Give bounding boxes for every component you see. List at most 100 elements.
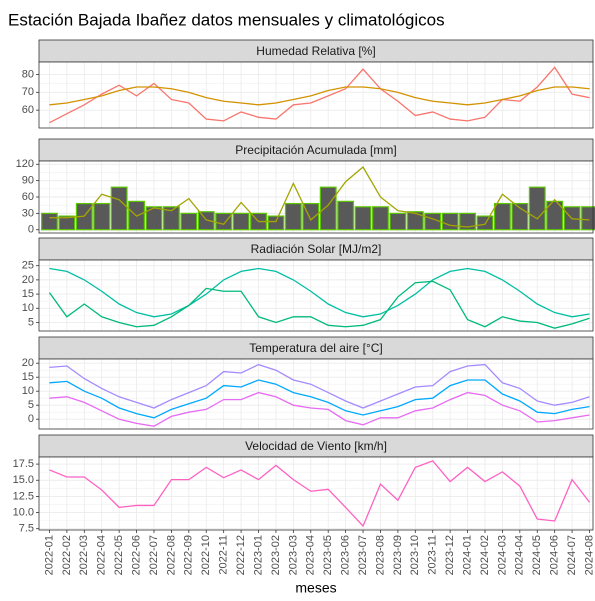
bar (302, 202, 320, 231)
y-tick-label: 20 (22, 357, 34, 369)
y-tick-label: 60 (22, 191, 34, 203)
y-tick-label: 12.5 (13, 490, 34, 502)
y-tick-label: 10 (22, 302, 34, 314)
bar (284, 202, 302, 231)
x-tick-label: 2024-02 (479, 535, 491, 575)
panel (39, 62, 593, 128)
bar (581, 206, 595, 231)
bar (459, 212, 477, 231)
panel-border (38, 456, 594, 531)
bar (476, 215, 494, 231)
panel-border (38, 358, 594, 430)
y-tick-label: 15 (22, 288, 34, 300)
bar (162, 206, 180, 231)
line (49, 379, 590, 419)
y-tick-label: 20 (22, 274, 34, 286)
x-tick-label: 2023-09 (392, 535, 404, 575)
bar (232, 212, 250, 231)
bar (58, 215, 76, 231)
bar (337, 200, 355, 231)
bar (215, 212, 233, 231)
x-tick-label: 2022-01 (43, 535, 55, 575)
x-tick-label: 2023-02 (270, 535, 282, 575)
x-tick-label: 2022-06 (130, 535, 142, 575)
chart-title: Estación Bajada Ibañez datos mensuales y… (8, 10, 445, 29)
y-tick-label: 17.5 (13, 458, 34, 470)
panel-border (38, 160, 594, 234)
line (48, 280, 590, 329)
y-tick-label: 15 (22, 371, 34, 383)
x-tick-label: 2024-05 (531, 535, 543, 575)
x-tick-label: 2023-03 (287, 535, 299, 575)
strip-label: Precipitación Acumulada [mm] (235, 143, 396, 157)
y-tick-label: 10.0 (13, 506, 34, 518)
y-tick-label: 10 (22, 385, 34, 397)
strip-label: Humedad Relativa [%] (256, 44, 375, 58)
x-tick-label: 2023-01 (252, 535, 264, 575)
bar (145, 206, 163, 231)
x-tick-label: 2024-06 (549, 535, 561, 575)
x-tick-label: 2022-09 (183, 535, 195, 575)
y-tick-label: 5 (28, 316, 34, 328)
x-tick-label: 2023-05 (322, 535, 334, 575)
x-tick-label: 2023-10 (409, 535, 421, 575)
x-tick-label: 2024-08 (583, 535, 595, 575)
bar (528, 186, 546, 231)
strip-label: Temperatura del aire [°C] (249, 341, 383, 355)
line (49, 66, 590, 124)
y-tick-label: 60 (22, 104, 34, 116)
bar (180, 212, 198, 231)
x-tick-label: 2023-11 (427, 535, 439, 575)
strip-label: Velocidad de Viento [km/h] (245, 439, 387, 453)
x-tick-label: 2022-11 (218, 535, 230, 575)
bar (93, 202, 111, 231)
y-tick-label: 70 (22, 86, 34, 98)
bar (41, 212, 58, 231)
x-tick-label: 2023-12 (444, 535, 456, 575)
line (49, 166, 590, 228)
x-tick-label: 2023-08 (374, 535, 386, 575)
y-tick-label: 120 (16, 158, 34, 170)
y-tick-label: 0 (28, 413, 34, 425)
x-tick-label: 2022-08 (165, 535, 177, 575)
line (49, 391, 590, 427)
x-tick-label: 2024-07 (566, 535, 578, 575)
y-tick-label: 15.0 (13, 474, 34, 486)
y-tick-label: 30 (22, 207, 34, 219)
x-tick-label: 2022-02 (61, 535, 73, 575)
x-tick-label: 2022-04 (96, 535, 108, 575)
bar (493, 202, 511, 231)
panel (39, 359, 593, 429)
line (49, 86, 590, 106)
bar (406, 211, 424, 231)
panel-border (38, 61, 594, 129)
bar (546, 200, 564, 231)
line (49, 460, 591, 528)
bar (267, 215, 285, 231)
y-tick-label: 90 (22, 175, 34, 187)
x-tick-label: 2022-03 (78, 535, 90, 575)
x-tick-label: 2022-05 (113, 535, 125, 575)
bar (354, 206, 372, 231)
y-tick-label: 7.5 (19, 523, 34, 535)
bar (441, 212, 459, 231)
x-tick-label: 2022-10 (200, 535, 212, 575)
bar (319, 186, 337, 231)
x-tick-label: 2023-06 (340, 535, 352, 575)
x-tick-label: 2024-01 (461, 535, 473, 575)
y-tick-label: 0 (28, 224, 34, 236)
line (49, 363, 590, 409)
x-tick-label: 2022-07 (148, 535, 160, 575)
bar (389, 212, 407, 231)
bar (110, 186, 128, 231)
panel-border (38, 259, 594, 332)
y-tick-label: 25 (22, 260, 34, 272)
line (49, 267, 590, 318)
x-tick-label: 2023-07 (357, 535, 369, 575)
x-tick-label: 2023-04 (305, 535, 317, 575)
panel (39, 457, 593, 530)
bar (197, 211, 215, 231)
x-tick-label: 2024-03 (496, 535, 508, 575)
x-tick-label: 2022-12 (235, 535, 247, 575)
